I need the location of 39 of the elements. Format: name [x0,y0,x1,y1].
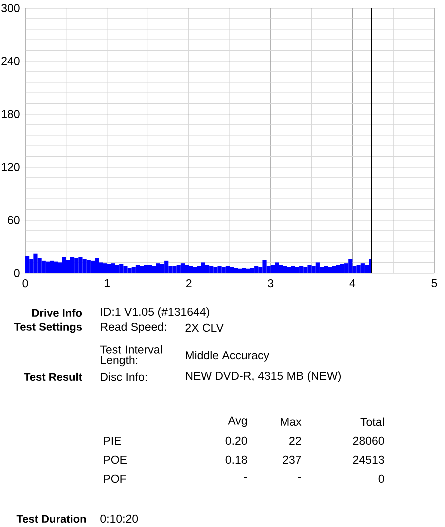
text: Avg [228,416,248,428]
text: Drive Info [32,308,82,318]
text: Disc Info: [101,372,148,382]
x-tick-label: 2 [186,279,192,288]
text: NEW DVD-R, 4315 MB (NEW) [186,372,342,382]
text: 237 [283,456,302,464]
text: ID:1 V1.05 (#131644) [101,308,210,318]
text: 24513 [353,456,384,464]
text: 0.20 [226,436,248,446]
text: - [298,477,302,478]
text: Test Settings [14,322,82,334]
text: Total [360,418,384,426]
y-tick-label: 300 [2,4,20,12]
text: Read Speed: [101,322,166,334]
text: 22 [290,436,302,446]
text: POE [104,456,127,464]
x-tick-label: 4 [350,280,356,288]
text: 0 [378,474,384,484]
text: Test Result [24,372,82,382]
x-tick-label: 1 [104,280,110,288]
y-tick-label: 240 [2,57,20,66]
x-tick-label: 0 [22,279,28,288]
text: Middle Accuracy [186,351,270,362]
text: Test Duration [16,514,86,524]
text: Max [281,418,302,426]
text: Test Interval Length: [100,345,162,367]
y-tick-label: 120 [2,163,20,172]
x-tick-label: 5 [432,280,438,288]
text: 2X CLV [186,324,224,332]
text: 28060 [353,436,384,446]
y-tick-label: 60 [8,216,20,224]
text: 0.18 [226,456,248,464]
x-tick-label: 3 [268,279,274,288]
text: POF [104,474,126,484]
y-tick-label: 0 [14,269,20,278]
y-tick-label: 180 [2,110,20,118]
text: 0:10:20 [100,514,138,524]
text: PIE [104,437,122,445]
text: - [244,477,248,478]
